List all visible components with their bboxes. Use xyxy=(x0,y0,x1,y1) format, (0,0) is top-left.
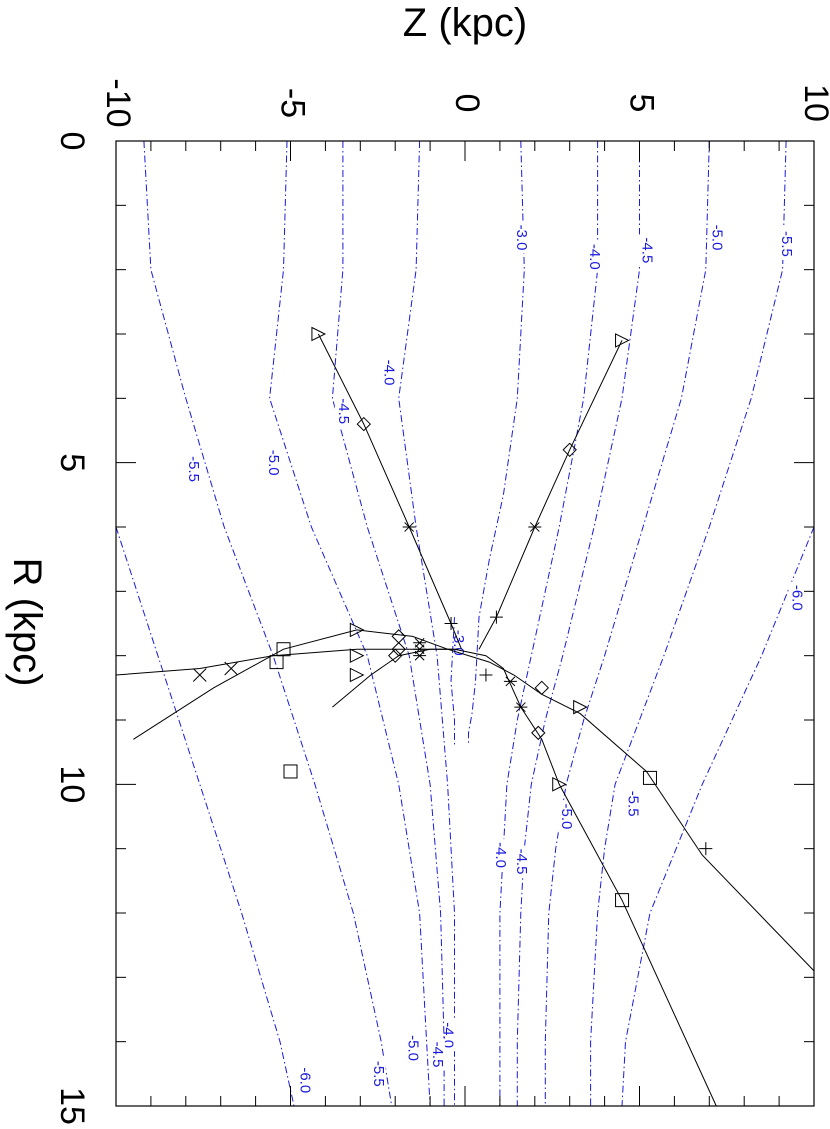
contour-label: -5.5 xyxy=(778,231,795,257)
x-tick-label: 5 xyxy=(53,453,91,472)
contour-line xyxy=(331,141,445,1106)
marker-square xyxy=(642,770,657,785)
contour-line xyxy=(398,140,455,1106)
marker-triangle xyxy=(615,333,630,348)
marker-plus xyxy=(479,668,493,682)
tick-marks xyxy=(115,140,815,1107)
tick-labels: 0 5 10 15 -10 -5 0 5 10 xyxy=(53,78,830,1124)
marker-triangle xyxy=(311,326,327,342)
contour-line xyxy=(516,141,640,1106)
contour-line xyxy=(590,140,787,1106)
marker-square xyxy=(283,764,298,779)
series-line xyxy=(115,648,458,676)
marker-diamond xyxy=(391,642,406,657)
contour-label: -4.5 xyxy=(335,398,352,424)
contour-label: -5.0 xyxy=(708,225,725,251)
contour-label: -6.0 xyxy=(296,1067,313,1093)
contour-line xyxy=(621,526,815,1107)
y-axis-title: Z (kpc) xyxy=(403,1,527,45)
contour-label: -4.0 xyxy=(380,360,397,386)
marker-plus xyxy=(699,842,713,856)
contour-label: -4.5 xyxy=(639,237,656,263)
x-tick-label: 0 xyxy=(53,132,91,151)
contour-label: -5.0 xyxy=(405,1035,422,1061)
marker-triangle xyxy=(349,622,365,638)
contour-lines: -3.0-3.0-4.0-4.0-4.5-4.5-5.0-5.0-5.5-5.5… xyxy=(115,140,815,1107)
y-tick-label: 10 xyxy=(797,84,830,122)
plot-frame xyxy=(115,140,815,1107)
marker-triangle xyxy=(573,699,588,715)
contour-line xyxy=(143,140,393,1107)
marker-triangle xyxy=(349,667,365,683)
series-line xyxy=(478,340,623,650)
contour-label: -4.0 xyxy=(492,842,509,868)
marker-cross xyxy=(224,661,239,676)
marker-asterisk xyxy=(402,522,416,532)
data-series xyxy=(115,326,815,1107)
marker-plus xyxy=(489,610,503,624)
marker-square xyxy=(269,655,284,670)
marker-diamond xyxy=(534,680,549,696)
marker-cross xyxy=(192,668,207,682)
marker-asterisk xyxy=(528,522,542,532)
y-tick-label: -5 xyxy=(274,88,312,118)
x-tick-label: 15 xyxy=(53,1087,91,1125)
contour-label: -4.5 xyxy=(513,849,530,875)
y-tick-label: 5 xyxy=(623,94,661,113)
marker-diamond xyxy=(531,725,546,741)
marker-asterisk xyxy=(413,637,427,648)
series-line xyxy=(133,629,815,972)
contour-label: -5.0 xyxy=(265,450,282,476)
marker-triangle xyxy=(349,648,365,663)
contour-label: -5.5 xyxy=(370,1061,387,1087)
x-tick-label: 10 xyxy=(53,765,91,803)
marker-diamond xyxy=(387,648,403,663)
contour-label: -4.5 xyxy=(429,1042,446,1068)
contour-label: -5.5 xyxy=(185,456,202,482)
y-tick-label: -10 xyxy=(99,78,137,127)
contour-line xyxy=(544,140,710,1106)
contour-line xyxy=(468,140,525,746)
contour-label: -6.0 xyxy=(789,585,806,611)
contour-label: -5.0 xyxy=(558,804,575,830)
series-line xyxy=(332,648,717,1107)
marker-square xyxy=(615,893,630,908)
marker-diamond xyxy=(356,416,371,432)
marker-plus xyxy=(444,617,458,630)
contour-label: -4.0 xyxy=(586,244,603,270)
marker-diamond xyxy=(562,442,577,458)
marker-asterisk xyxy=(413,644,427,655)
contour-line xyxy=(115,526,295,1107)
contour-line xyxy=(499,141,599,1106)
contour-label: -3.0 xyxy=(513,225,530,251)
y-tick-label: 0 xyxy=(448,94,486,113)
x-axis-title: R (kpc) xyxy=(5,558,49,687)
marker-diamond xyxy=(391,629,406,644)
marker-asterisk xyxy=(514,702,528,713)
marker-triangle xyxy=(552,777,567,792)
contour-label: -5.5 xyxy=(625,791,642,817)
